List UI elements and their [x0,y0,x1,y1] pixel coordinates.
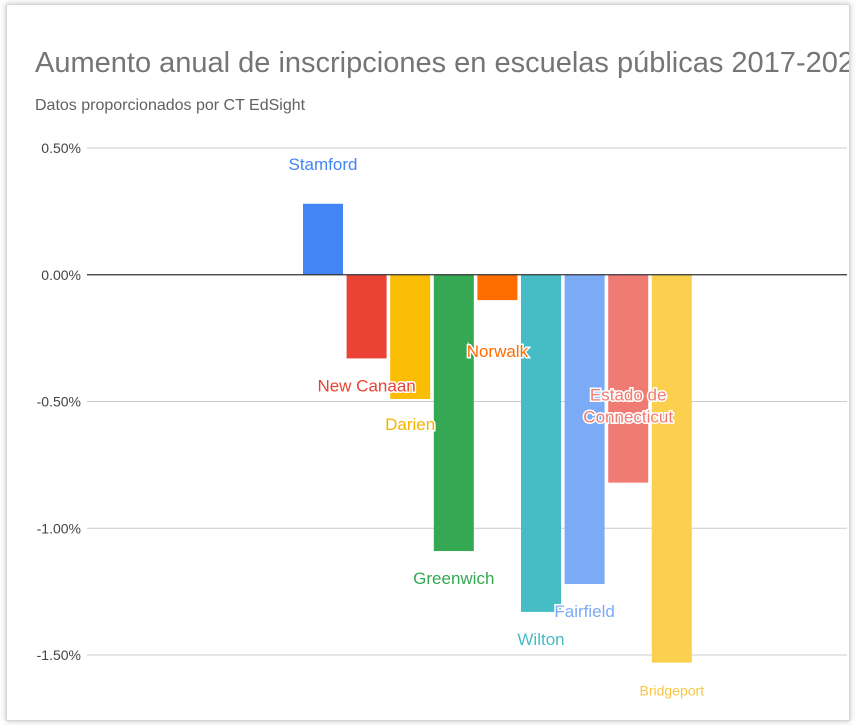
chart-title: Aumento anual de inscripciones en escuel… [35,47,849,79]
bar-label: Estado de [590,386,667,405]
bar-label: Bridgeport [640,683,705,699]
chart-frame: Aumento anual de inscripciones en escuel… [6,4,850,721]
y-tick-label: 0.00% [41,267,81,283]
bar-chart: Aumento anual de inscripciones en escuel… [35,47,849,700]
bar-new-canaan [346,274,387,359]
bar-label: Norwalk [467,342,529,361]
bar-label: Connecticut [583,408,673,427]
y-tick-label: 0.50% [41,140,81,156]
bar-label: New Canaan [317,376,415,395]
bar-label: Stamford [289,155,358,174]
bar-label: Darien [385,415,435,434]
bar-wilton [521,274,561,612]
bar-bridgeport [651,274,692,663]
y-tick-label: -1.00% [37,520,81,536]
y-tick-label: -1.50% [37,647,81,663]
bar-fairfield [564,274,605,585]
bar-greenwich [433,274,474,552]
bar-labels: Stamford New Canaan Darien Greenwich Norwalk… [287,153,706,700]
bar-norwalk [477,274,518,301]
bars [303,203,692,663]
y-tick-label: -0.50% [37,394,81,410]
bar-label: Greenwich [413,569,494,588]
bar-label: Wilton [517,630,564,649]
bar-estado-de-connecticut [608,274,649,483]
bar-stamford [303,203,343,275]
chart-subtitle: Datos proporcionados por CT EdSight [35,97,306,114]
bar-darien [390,274,431,399]
bar-label: Fairfield [554,602,614,621]
y-axis-ticks: 0.50% 0.00% -0.50% -1.00% -1.50% [37,140,81,663]
